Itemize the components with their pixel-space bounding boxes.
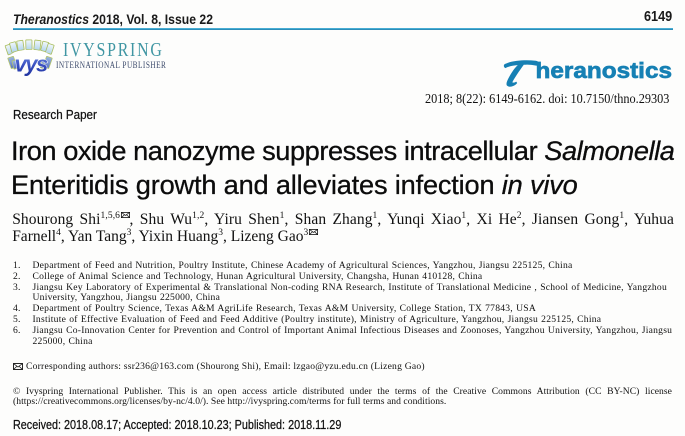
svg-text:vys: vys xyxy=(15,52,48,77)
svg-text:heranostics: heranostics xyxy=(536,58,673,83)
